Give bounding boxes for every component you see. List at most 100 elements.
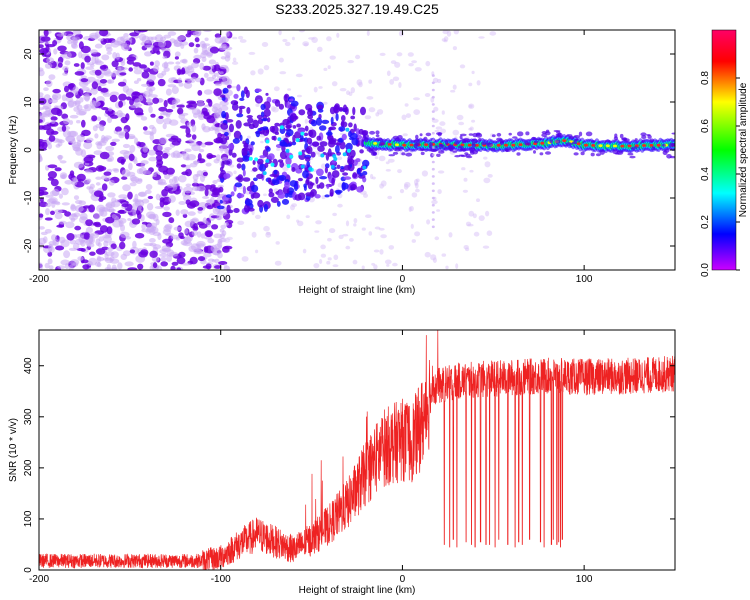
heatmap-blob — [327, 237, 332, 242]
heatmap-blob — [527, 142, 531, 146]
heatmap-blob — [169, 251, 179, 257]
heatmap-blob — [50, 116, 58, 121]
heatmap-blob — [481, 141, 487, 146]
heatmap-blob — [236, 157, 244, 163]
heatmap-blob — [113, 169, 120, 173]
heatmap-blob — [64, 211, 72, 217]
heatmap-blob — [95, 123, 102, 129]
heatmap-blob — [83, 156, 94, 164]
heatmap-blob — [335, 145, 340, 154]
heatmap-blob — [411, 192, 418, 198]
heatmap-blob — [197, 207, 204, 211]
heatmap-blob — [206, 205, 214, 210]
heatmap-blob — [60, 31, 67, 36]
heatmap-blob — [52, 88, 61, 94]
heatmap-blob — [472, 132, 478, 138]
heatmap-blob — [269, 173, 278, 177]
heatmap-blob — [118, 133, 125, 139]
heatmap-blob — [642, 144, 647, 147]
heatmap-blob — [302, 248, 307, 254]
heatmap-blob — [143, 130, 153, 135]
heatmap-blob — [443, 39, 448, 43]
heatmap-blob — [160, 111, 168, 116]
heatmap-blob — [56, 224, 65, 228]
heatmap-blob — [73, 146, 82, 152]
heatmap-blob — [329, 192, 334, 197]
heatmap-blob — [300, 164, 305, 169]
heatmap-blob — [52, 40, 58, 46]
heatmap-blob — [265, 158, 270, 163]
heatmap-blob — [359, 172, 363, 177]
heatmap-blob — [419, 133, 423, 137]
colorbar-tick-label: 0.2 — [700, 215, 711, 229]
heatmap-blob — [105, 216, 115, 224]
spectrogram-y-ticks: -20 -10 0 10 20 — [23, 48, 675, 253]
heatmap-blob — [265, 231, 272, 238]
heatmap-blob — [366, 96, 374, 100]
heatmap-blob — [39, 67, 44, 72]
heatmap-blob — [142, 145, 149, 153]
heatmap-blob — [388, 245, 395, 250]
spectrogram-heatmap — [39, 30, 675, 270]
heatmap-blob — [74, 205, 84, 213]
heatmap-blob — [283, 163, 288, 167]
heatmap-blob — [177, 77, 182, 84]
heatmap-blob — [330, 116, 334, 125]
heatmap-blob — [478, 138, 482, 142]
heatmap-blob — [197, 256, 206, 262]
heatmap-blob — [332, 154, 337, 159]
heatmap-blob — [351, 138, 359, 146]
heatmap-blob — [60, 259, 70, 266]
heatmap-blob — [452, 129, 460, 136]
heatmap-blob — [199, 62, 205, 70]
heatmap-blob — [490, 147, 496, 151]
heatmap-blob — [355, 158, 361, 163]
heatmap-blob — [227, 209, 234, 214]
heatmap-blob — [263, 193, 267, 197]
heatmap-blob — [431, 146, 435, 149]
heatmap-blob — [221, 157, 228, 161]
heatmap-blob — [45, 202, 52, 208]
heatmap-blob — [152, 97, 160, 104]
heatmap-blob — [45, 44, 50, 53]
heatmap-blob — [80, 248, 86, 252]
heatmap-blob — [141, 150, 148, 159]
heatmap-blob — [496, 143, 501, 147]
heatmap-blob — [468, 82, 473, 87]
heatmap-blob — [374, 156, 379, 160]
heatmap-blob — [435, 126, 443, 130]
heatmap-blob — [47, 258, 53, 265]
heatmap-blob — [93, 212, 101, 220]
heatmap-blob — [220, 80, 230, 85]
heatmap-blob — [431, 88, 435, 92]
heatmap-blob — [229, 123, 234, 133]
heatmap-blob — [123, 155, 129, 160]
heatmap-blob — [211, 259, 216, 263]
heatmap-blob — [231, 152, 237, 158]
heatmap-blob — [437, 170, 445, 174]
heatmap-blob — [89, 183, 95, 189]
heatmap-blob — [220, 147, 224, 154]
heatmap-blob — [463, 140, 470, 143]
y-tick-label: 20 — [23, 48, 34, 60]
heatmap-blob — [475, 132, 483, 138]
heatmap-blob — [174, 51, 181, 57]
heatmap-blob — [236, 84, 241, 92]
heatmap-blob — [228, 143, 235, 150]
heatmap-blob — [232, 61, 239, 65]
heatmap-blob — [573, 152, 579, 156]
heatmap-blob — [124, 261, 134, 267]
heatmap-blob — [72, 262, 79, 267]
heatmap-blob — [48, 135, 56, 142]
heatmap-blob — [239, 134, 243, 141]
heatmap-blob — [424, 251, 431, 258]
heatmap-blob — [285, 124, 292, 129]
heatmap-blob — [641, 135, 647, 140]
heatmap-blob — [127, 267, 138, 270]
heatmap-blob — [545, 151, 551, 155]
heatmap-blob — [403, 183, 409, 190]
heatmap-blob — [308, 167, 313, 171]
heatmap-blob — [358, 81, 363, 88]
heatmap-blob — [247, 135, 251, 139]
